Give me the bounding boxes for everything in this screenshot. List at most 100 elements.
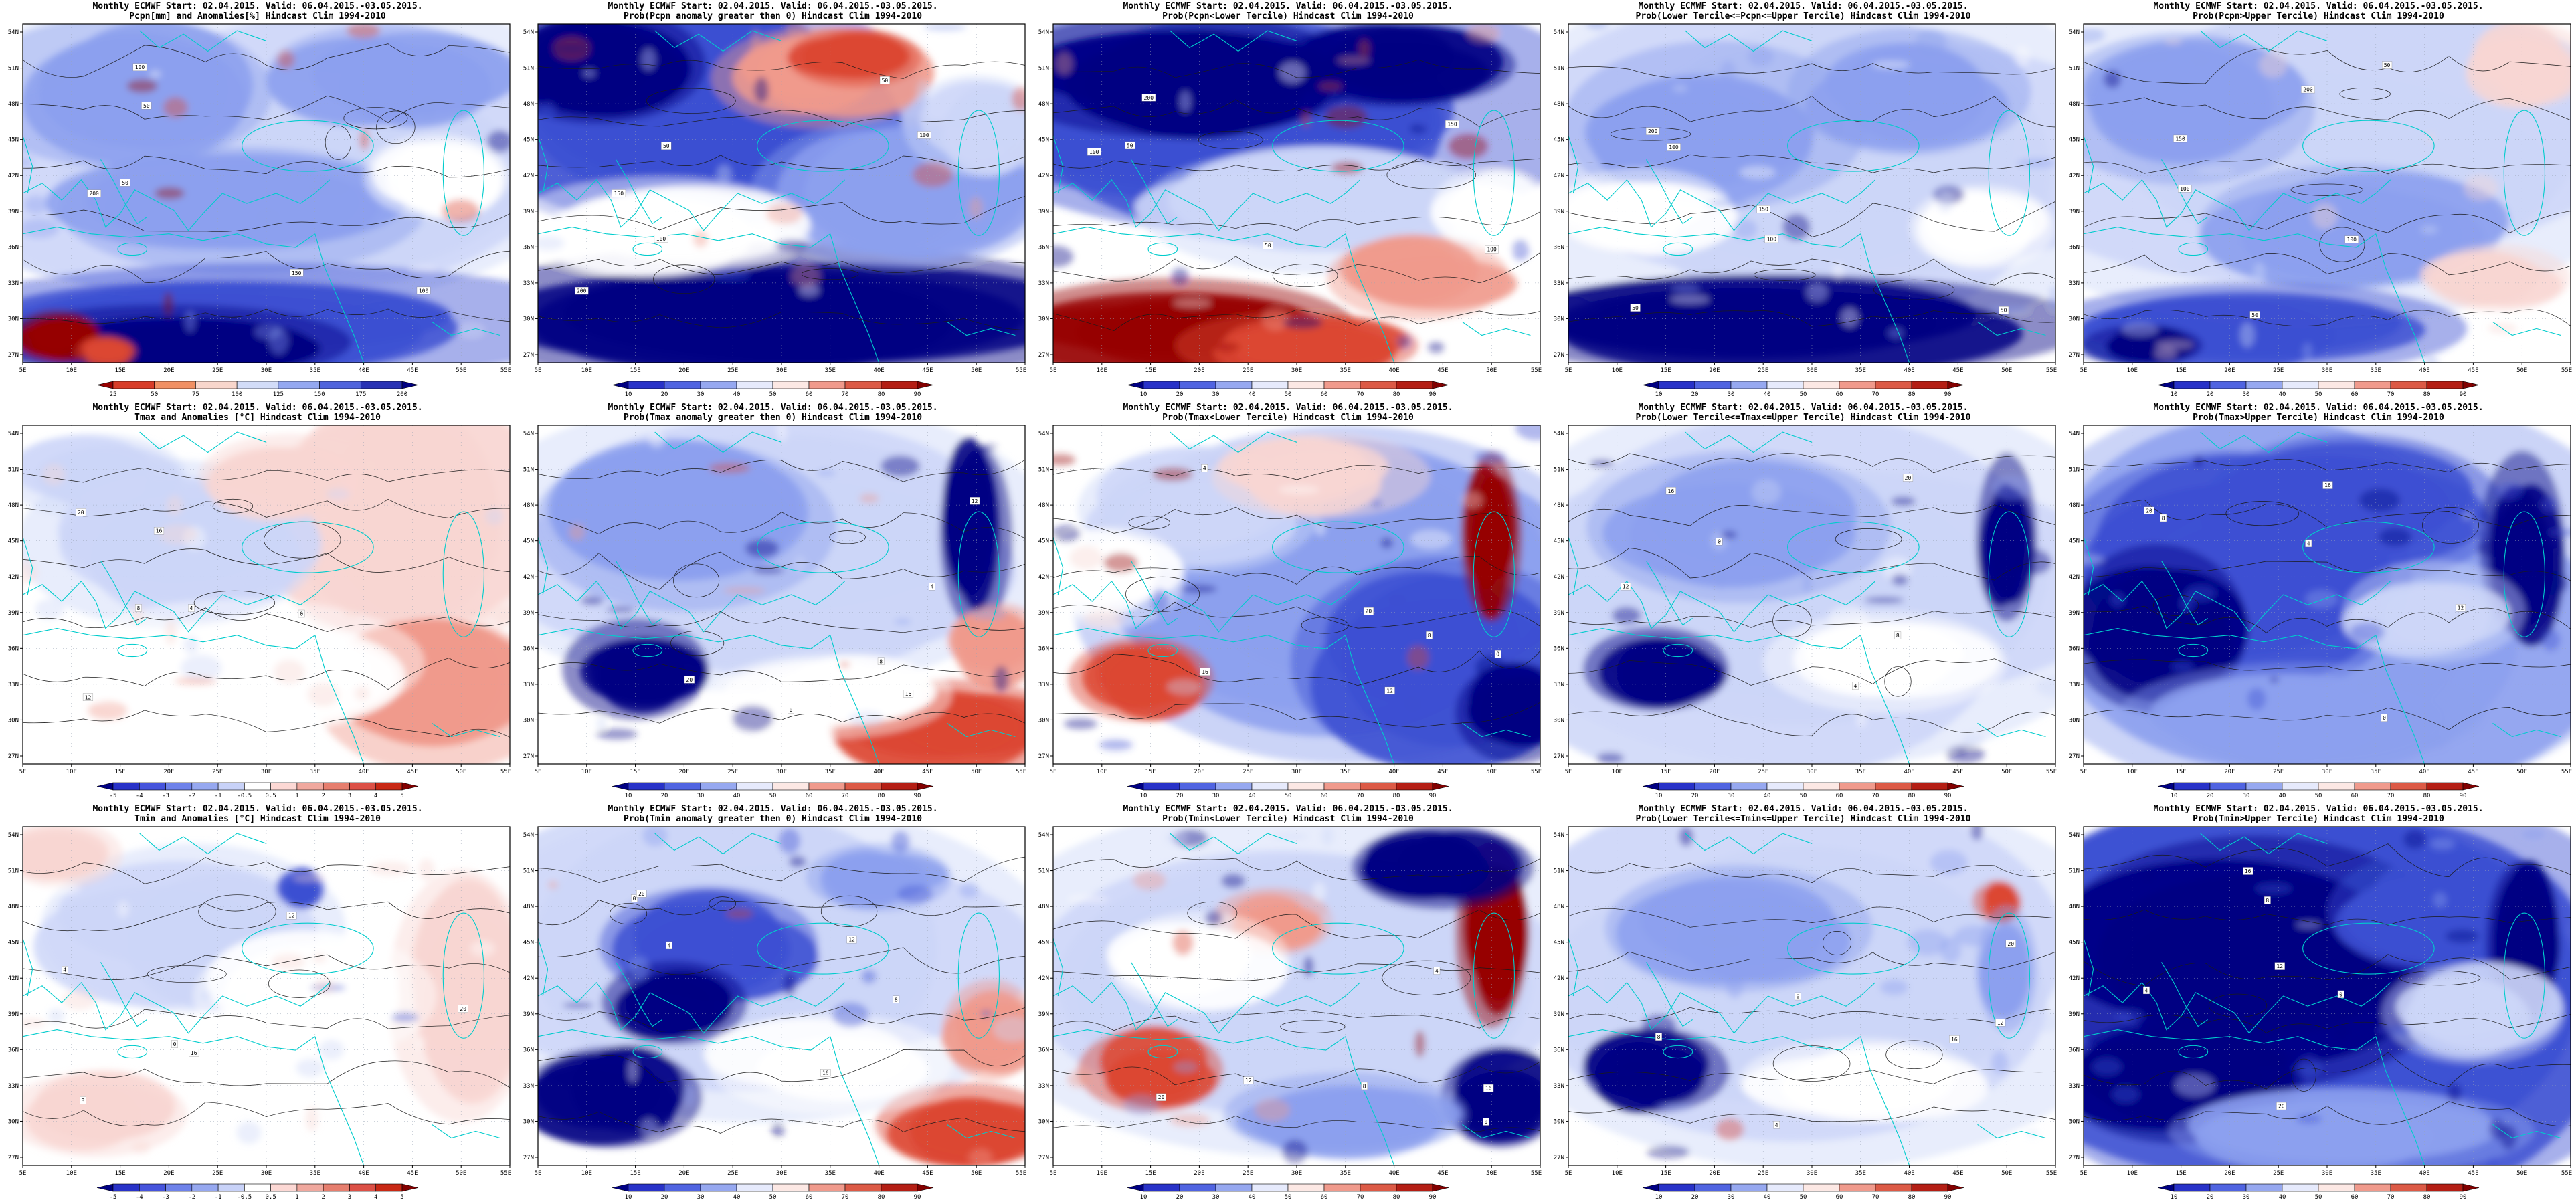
coastlines [1568,833,2046,1165]
colorbar-segment [2426,1183,2464,1192]
svg-text:100: 100 [2180,186,2190,192]
colorbar-left-arrow [96,782,114,791]
colorbar-segment [2390,1183,2427,1192]
lat-tick-label: 30N [523,1118,534,1125]
lat-tick-label: 27N [523,1155,534,1161]
lon-tick-label: 10E [1612,769,1623,775]
lat-tick-label: 48N [2069,904,2080,910]
colorbar-segment [2390,782,2427,791]
lon-tick-label: 45E [1952,769,1963,775]
lon-tick-label: 15E [630,367,640,374]
colorbar-segment [1287,381,1325,389]
lon-tick-label: 35E [310,769,320,775]
colorbar-segment [1658,381,1695,389]
colorbar-segment [165,782,193,791]
panel-title-line2: Prob(Tmin anomaly greater then 0) Hindca… [623,814,923,824]
forecast-panel: Monthly ECMWF Start: 02.04.2015. Valid: … [2061,401,2576,803]
lon-tick-label: 35E [825,769,836,775]
colorbar-tick-label: 40 [733,793,741,799]
colorbar-segment [1323,1183,1361,1192]
colorbar-legend: 10 20 30 40 50 60 70 80 90 [612,381,934,398]
panel-title-line2: Prob(Tmax<Lower Tercile) Hindcast Clim 1… [1162,413,1414,423]
lat-tick-label: 36N [1554,1047,1564,1054]
panel-titles: Monthly ECMWF Start: 02.04.2015. Valid: … [1546,803,2061,824]
colorbar-segment [2245,782,2283,791]
colorbar-tick-label: 75 [192,391,199,398]
lon-tick-label: 50E [2001,769,2012,775]
colorbar-tick-label: 90 [1944,793,1952,799]
colorbar-tick-label: 60 [1836,1194,1843,1201]
colorbar-tick-label: 30 [1728,391,1735,398]
colorbar-tick-label: 70 [1357,793,1364,799]
lon-tick-label: 10E [581,367,592,374]
colorbar-segment [154,381,196,389]
svg-text:4: 4 [63,967,66,973]
colorbar-segment [1143,381,1180,389]
svg-text:8: 8 [1363,1083,1366,1089]
axis-labels: 54N 51N 48N 45N 42N 39N 36N 33N 30N 27N 5E 10E 15E 20… [8,29,511,374]
lat-tick-label: 36N [523,244,534,251]
lon-tick-label: 55E [2046,367,2057,374]
lon-tick-label: 55E [1531,1170,1542,1177]
lon-tick-label: 5E [1565,769,1572,775]
lon-tick-label: 30E [1807,367,1817,374]
svg-text:16: 16 [2245,868,2251,874]
colorbar-segment [2209,1183,2247,1192]
lon-tick-label: 10E [1097,769,1107,775]
colorbar-tick-label: 10 [625,793,632,799]
lon-tick-label: 40E [873,367,884,374]
colorbar-segment [2209,782,2247,791]
axis-labels: 54N 51N 48N 45N 42N 39N 36N 33N 30N 27N 5E 10E 15E 20… [8,832,511,1177]
contour-labels: 0 4 8 12 16 20 [76,508,305,701]
colorbar-segment [1766,1183,1804,1192]
colorbar-tick-label: -3 [162,1194,169,1201]
lat-tick-label: 48N [1038,101,1049,108]
axis-labels: 54N 51N 48N 45N 42N 39N 36N 33N 30N 27N 5E 10E 15E 20… [8,431,511,775]
svg-text:200: 200 [1144,95,1154,101]
colorbar-segment [844,782,882,791]
axis-labels: 54N 51N 48N 45N 42N 39N 36N 33N 30N 27N 5E 10E 15E 20… [523,431,1026,775]
lon-tick-label: 45E [407,1170,418,1177]
colorbar-segment [664,381,701,389]
colorbar-tick-label: 80 [878,793,885,799]
lat-tick-label: 51N [8,868,19,875]
colorbar-legend: 10 20 30 40 50 60 70 80 90 [1127,381,1449,398]
colorbar-segment [1396,782,1433,791]
colorbar-tick-label: 40 [2279,793,2286,799]
colorbar-segment [139,1183,166,1192]
lon-tick-label: 40E [1388,769,1399,775]
lon-tick-label: 30E [261,1170,272,1177]
colorbar-right-arrow [401,782,419,791]
forecast-panel: Monthly ECMWF Start: 02.04.2015. Valid: … [0,401,515,803]
lon-tick-label: 10E [1612,1170,1623,1177]
panel-title-line2: Prob(Lower Tercile<=Tmax<=Upper Tercile)… [1635,413,1971,423]
lat-tick-label: 36N [1038,1047,1049,1054]
coastlines [2084,833,2561,1165]
colorbar-segment [2245,381,2283,389]
svg-text:20: 20 [638,891,645,897]
contour-labels: 50 100 150 200 50 100 [574,76,931,295]
lon-tick-label: 50E [1486,1170,1497,1177]
lon-tick-label: 45E [1437,367,1448,374]
svg-text:150: 150 [2175,136,2185,142]
colorbar-segment [278,381,320,389]
contour-labels: 50 100 150 200 50 100 [2173,61,2393,319]
forecast-panel: Monthly ECMWF Start: 02.04.2015. Valid: … [1546,401,2061,803]
svg-text:0: 0 [173,1041,177,1047]
colorbar-tick-label: 125 [273,391,284,398]
lon-tick-label: 25E [1758,367,1768,374]
lat-tick-label: 36N [1038,244,1049,251]
contour-labels: 50 100 150 200 50 100 [87,63,431,295]
colorbar-segment [1839,782,1876,791]
colorbar-segment [2390,381,2427,389]
colorbar-tick-label: 4 [374,1194,377,1201]
svg-text:16: 16 [1485,1086,1492,1092]
panel-title-line1: Monthly ECMWF Start: 02.04.2015. Valid: … [1638,403,1968,413]
lat-tick-label: 42N [523,975,534,982]
colorbar-segment [2282,782,2319,791]
lon-tick-label: 55E [1016,367,1026,374]
contour-labels: 0 4 8 12 16 20 [1200,464,1501,695]
colorbar-segment [628,381,665,389]
colorbar-tick-label: -5 [110,1194,117,1201]
svg-text:16: 16 [1202,669,1208,675]
